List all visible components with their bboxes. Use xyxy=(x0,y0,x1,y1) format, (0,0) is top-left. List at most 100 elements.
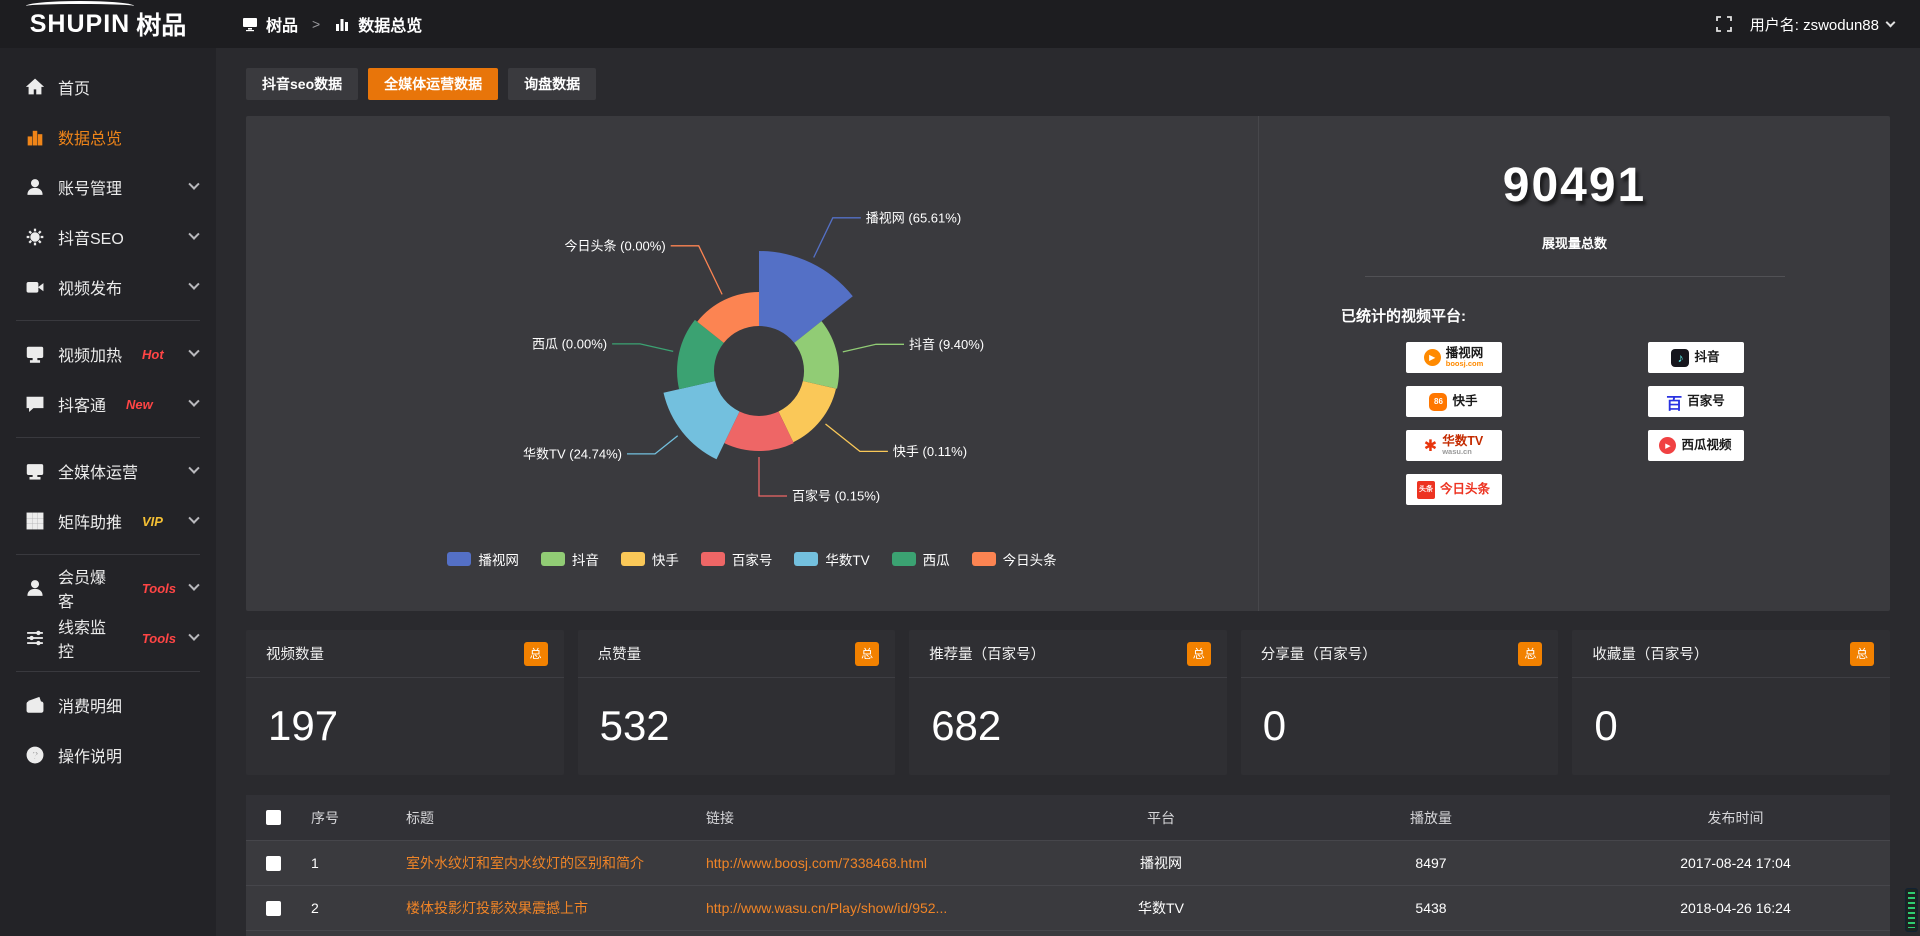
pie-slice-wasu[interactable] xyxy=(663,381,740,460)
stat-card-title: 推荐量（百家号） xyxy=(929,647,1046,663)
chevron-down-icon xyxy=(188,395,200,407)
row-checkbox[interactable] xyxy=(266,855,281,871)
stat-card-value: 0 xyxy=(1262,702,1287,749)
display-icon xyxy=(26,345,44,363)
pie-label-line xyxy=(612,343,674,353)
platform-badge-wasu: ✱ 华数TV wasu.cn xyxy=(1405,430,1502,461)
sidebar-item-matrix-boost[interactable]: 矩阵助推 VIP xyxy=(0,496,216,546)
platform-name: 百家号 xyxy=(1687,393,1725,408)
breadcrumb-current: 数据总览 xyxy=(358,18,423,35)
legend-item-baijiahao[interactable]: 百家号 xyxy=(700,549,773,569)
sidebar-item-tag: Hot xyxy=(142,346,164,362)
column-header: 发布时间 xyxy=(1707,809,1764,826)
video-title-link[interactable]: 楼体投影灯投影效果震撼上市 xyxy=(406,900,588,916)
title-cell: 室外水纹灯和室内水纹灯的区别和简介 xyxy=(396,853,696,873)
boosj-logo-icon: ▶ xyxy=(1423,349,1441,366)
sidebar-menu: 首页数据总览 账号管理 抖音SEO 视频发布视频加热 Hot 抖客通 New 全媒体运营 矩阵助… xyxy=(0,48,216,780)
legend-item-boosj[interactable]: 播视网 xyxy=(447,549,519,569)
platform-subtext: wasu.cn xyxy=(1442,447,1472,457)
pie-slice-boosj[interactable] xyxy=(759,251,853,343)
sidebar-item-member-baoke[interactable]: 会员爆客 Tools xyxy=(0,563,216,613)
baijiahao-logo-icon: 百 xyxy=(1666,395,1683,413)
pie-label: 快手 (0.11%) xyxy=(893,444,967,459)
breadcrumb-root[interactable]: 树品 xyxy=(266,18,299,35)
total-badge: 总 xyxy=(855,641,880,666)
sidebar-item-label: 会员爆客 xyxy=(58,570,107,611)
legend-label: 快手 xyxy=(651,553,679,568)
platform-badge-toutiao: 头条 今日头条 xyxy=(1405,474,1502,505)
tab-omni-media-data[interactable]: 全媒体运营数据 xyxy=(368,68,499,100)
link-cell: http://www.wasu.cn/Play/show/id/952... xyxy=(696,900,1041,916)
kuaishou-logo-icon: 86 xyxy=(1429,392,1448,411)
stat-card-2: 推荐量（百家号） 总 682 xyxy=(909,630,1227,775)
stat-card-value: 532 xyxy=(599,702,670,749)
chevron-down-icon xyxy=(1885,17,1896,27)
sidebar-item-label: 首页 xyxy=(58,81,91,98)
chevron-down-icon xyxy=(188,579,200,591)
legend-label: 百家号 xyxy=(731,553,773,568)
pie-slice-toutiao[interactable] xyxy=(697,291,759,343)
sidebar-item-data-overview[interactable]: 数据总览 xyxy=(0,112,216,162)
bar-chart-icon xyxy=(26,128,44,146)
legend-swatch xyxy=(540,552,565,566)
sidebar-item-label: 视频加热 xyxy=(58,348,123,365)
pie-slice-kuaishou[interactable] xyxy=(778,381,837,443)
sidebar-item-operation-guide[interactable]: ? 操作说明 xyxy=(0,730,216,780)
pie-slice-xigua[interactable] xyxy=(677,319,724,390)
legend-item-toutiao[interactable]: 今日头条 xyxy=(971,549,1057,569)
sidebar-item-douketong[interactable]: 抖客通 New xyxy=(0,379,216,429)
app-logo[interactable]: SHUPIN 树品 xyxy=(0,0,216,48)
table-row: 1 室外水纹灯和室内水纹灯的区别和简介 http://www.boosj.com/7… xyxy=(246,840,1890,885)
monitor-icon xyxy=(26,462,44,480)
fullscreen-icon[interactable] xyxy=(1715,16,1732,32)
select-all-checkbox[interactable] xyxy=(266,810,281,825)
sidebar-item-label: 线索监控 xyxy=(58,620,107,661)
total-impressions-label: 展现量总数 xyxy=(1541,236,1607,251)
table-header-row: 序号 标题 链接 平台 播放量 发布时间 xyxy=(246,795,1890,840)
sidebar-item-video-publish[interactable]: 视频发布 xyxy=(0,262,216,312)
tab-inquiry-data[interactable]: 询盘数据 xyxy=(508,68,597,100)
bar-chart-icon xyxy=(334,16,350,32)
sidebar-item-label: 消费明细 xyxy=(58,699,123,716)
user-menu[interactable]: 用户名: zswodun88 xyxy=(1750,14,1896,35)
pie-slice-douyin[interactable] xyxy=(794,321,839,389)
title-cell: 楼体投影灯投影效果震撼上市 xyxy=(396,898,696,918)
row-checkbox[interactable] xyxy=(266,900,281,916)
total-badge: 总 xyxy=(1849,641,1874,666)
column-header: 链接 xyxy=(706,809,734,826)
pie-label: 抖音 (9.40%) xyxy=(909,337,984,352)
video-title-link[interactable]: 室外水纹灯和室内水纹灯的区别和简介 xyxy=(406,855,644,871)
chart-legend: 播视网 抖音 快手 百家号 华数TV 西瓜 今日头条 xyxy=(246,549,1258,569)
tab-douyin-seo-data[interactable]: 抖音seo数据 xyxy=(246,68,359,100)
sidebar-divider xyxy=(16,554,200,555)
legend-item-wasu[interactable]: 华数TV xyxy=(794,549,870,569)
video-url-link[interactable]: http://www.wasu.cn/Play/show/id/952... xyxy=(706,900,948,916)
legend-label: 西瓜 xyxy=(922,553,950,568)
stat-card-title: 点赞量 xyxy=(597,647,642,663)
pie-label-line xyxy=(627,435,679,455)
sidebar-item-douyin-seo[interactable]: 抖音SEO xyxy=(0,212,216,262)
total-badge: 总 xyxy=(1518,641,1543,666)
sidebar-item-video-heating[interactable]: 视频加热 Hot xyxy=(0,329,216,379)
pie-slice-baijiahao[interactable] xyxy=(724,411,794,452)
toutiao-logo-icon: 头条 xyxy=(1416,480,1435,499)
chevron-down-icon xyxy=(188,345,200,357)
legend-swatch xyxy=(794,552,819,566)
sidebar-item-lead-monitor[interactable]: 线索监控 Tools xyxy=(0,613,216,663)
sidebar-item-home[interactable]: 首页 xyxy=(0,62,216,112)
column-header: 序号 xyxy=(311,809,339,826)
legend-item-douyin[interactable]: 抖音 xyxy=(540,549,599,569)
video-url-link[interactable]: http://www.boosj.com/7338468.html xyxy=(706,855,928,871)
pie-label-line xyxy=(813,217,861,258)
sidebar-item-omni-media[interactable]: 全媒体运营 xyxy=(0,446,216,496)
sidebar-item-account-management[interactable]: 账号管理 xyxy=(0,162,216,212)
pie-label: 百家号 (0.15%) xyxy=(792,489,880,504)
legend-item-xigua[interactable]: 西瓜 xyxy=(891,549,950,569)
scrollbar-thumb[interactable] xyxy=(1905,888,1918,932)
divider xyxy=(1364,276,1785,277)
legend-swatch xyxy=(971,552,996,566)
legend-item-kuaishou[interactable]: 快手 xyxy=(620,549,679,569)
sidebar-item-consume-detail[interactable]: 消费明细 xyxy=(0,680,216,730)
user-icon xyxy=(26,579,44,597)
stat-card-value: 682 xyxy=(931,702,1002,749)
